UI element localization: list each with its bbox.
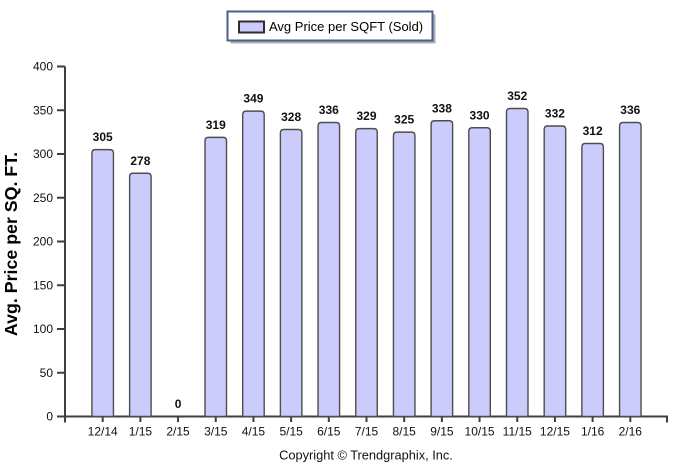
svg-text:312: 312 [583,124,603,138]
svg-text:3/15: 3/15 [204,425,228,439]
svg-text:Copyright © Trendgraphix, Inc.: Copyright © Trendgraphix, Inc. [279,448,453,463]
svg-text:2/16: 2/16 [619,425,643,439]
svg-text:10/15: 10/15 [465,425,495,439]
svg-text:1/16: 1/16 [581,425,605,439]
svg-text:278: 278 [130,154,150,168]
svg-text:352: 352 [507,89,527,103]
svg-text:336: 336 [319,103,339,117]
svg-text:325: 325 [394,113,414,127]
svg-text:336: 336 [620,103,640,117]
svg-text:330: 330 [470,108,490,122]
svg-text:328: 328 [281,110,301,124]
svg-text:7/15: 7/15 [355,425,379,439]
svg-text:Avg Price per SQFT (Sold): Avg Price per SQFT (Sold) [269,19,423,34]
svg-text:50: 50 [40,366,54,380]
svg-text:329: 329 [356,109,376,123]
svg-text:0: 0 [46,410,53,424]
svg-text:305: 305 [93,130,113,144]
svg-text:Avg. Price per SQ. FT.: Avg. Price per SQ. FT. [1,152,21,336]
svg-text:5/15: 5/15 [279,425,303,439]
svg-text:338: 338 [432,101,452,115]
svg-text:150: 150 [33,278,53,292]
svg-text:400: 400 [33,60,53,74]
svg-text:349: 349 [243,92,263,106]
svg-text:11/15: 11/15 [503,425,532,439]
svg-text:8/15: 8/15 [393,425,417,439]
svg-text:319: 319 [206,118,226,132]
svg-text:1/15: 1/15 [129,425,153,439]
svg-text:9/15: 9/15 [430,425,454,439]
svg-text:100: 100 [33,322,53,336]
svg-text:12/15: 12/15 [540,425,570,439]
svg-text:200: 200 [33,235,53,249]
svg-text:4/15: 4/15 [242,425,266,439]
svg-text:250: 250 [33,191,53,205]
svg-text:6/15: 6/15 [317,425,341,439]
svg-text:300: 300 [33,147,53,161]
svg-text:2/15: 2/15 [166,425,190,439]
svg-text:12/14: 12/14 [88,425,118,439]
svg-text:332: 332 [545,107,565,121]
svg-text:350: 350 [33,103,53,117]
svg-text:0: 0 [175,397,182,411]
